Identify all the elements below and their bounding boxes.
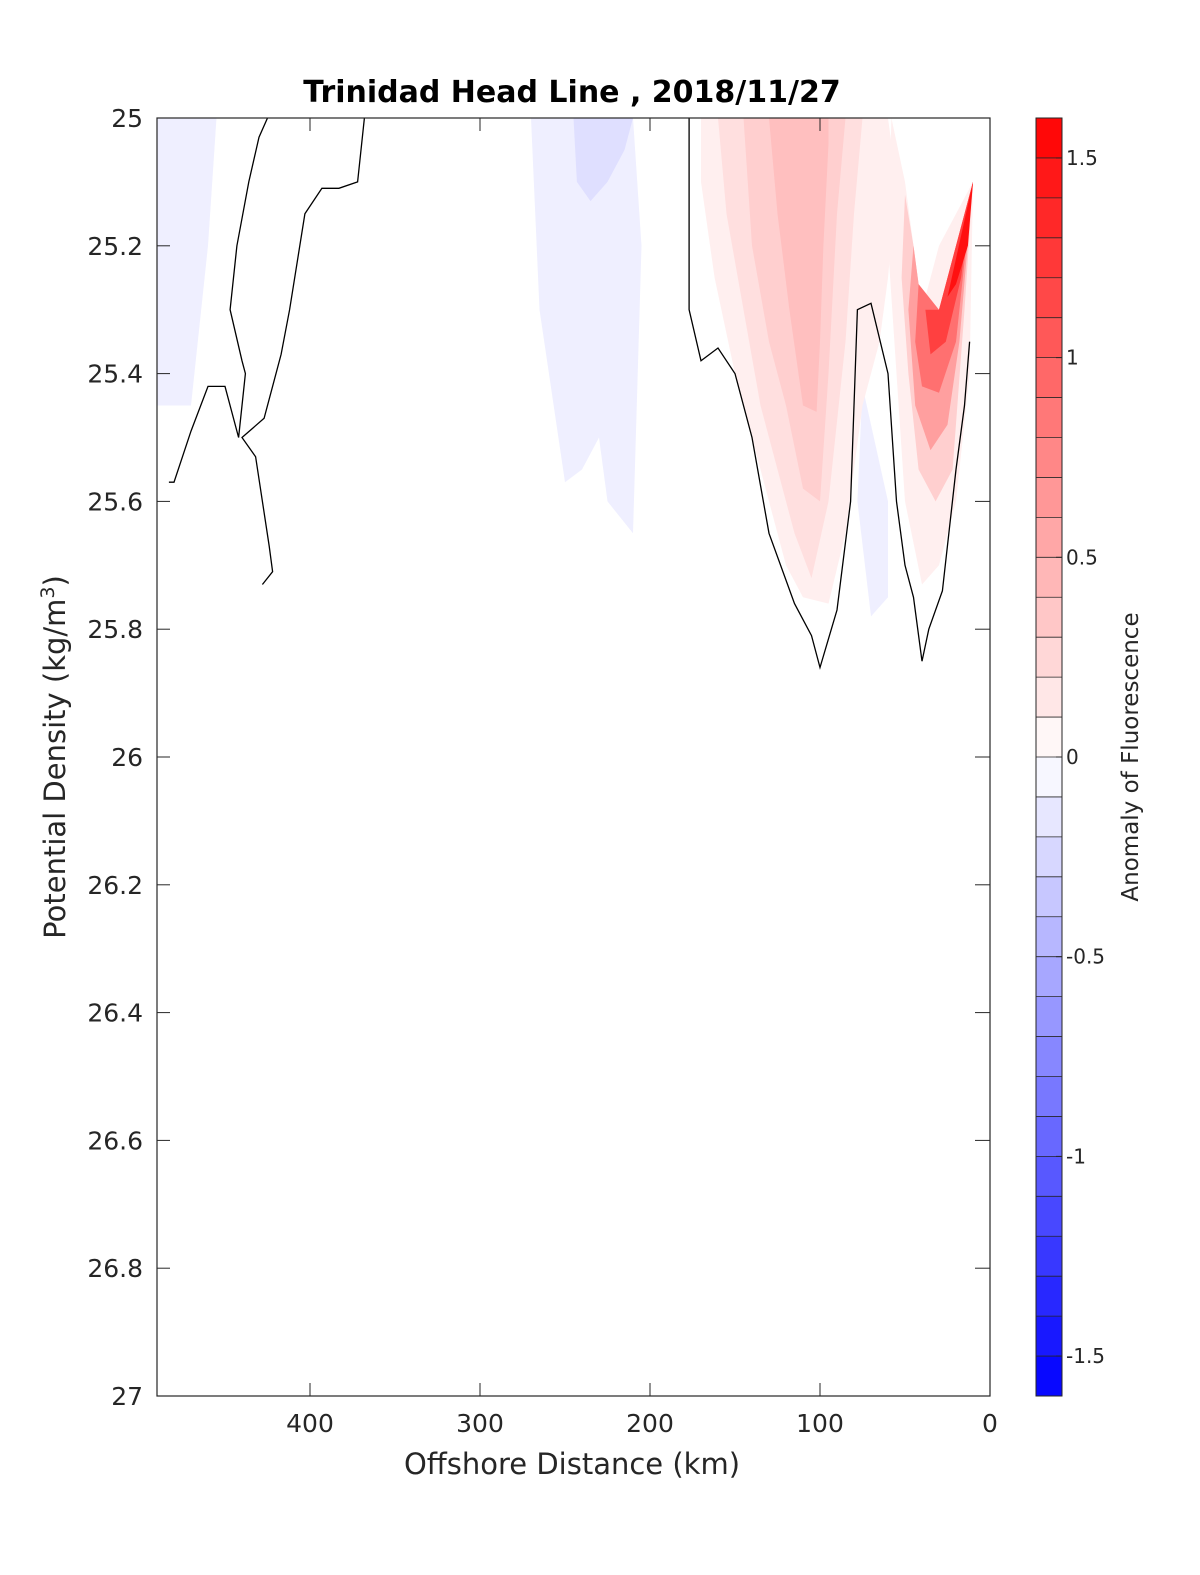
colorbar-band — [1036, 597, 1062, 638]
y-tick-label: 26.2 — [87, 871, 143, 900]
colorbar-tick-label: -0.5 — [1066, 945, 1105, 969]
colorbar-band — [1036, 157, 1062, 199]
x-tick-label: 100 — [796, 1409, 844, 1438]
zero-contour-line — [168, 118, 269, 483]
colorbar-tick-label: 0.5 — [1066, 545, 1098, 569]
x-tick-label: 300 — [456, 1409, 504, 1438]
y-axis-label-superscript: 3 — [37, 586, 59, 598]
y-tick-label: 26.4 — [87, 999, 143, 1028]
anomaly-region — [531, 118, 642, 534]
colorbar-band — [1036, 437, 1062, 478]
colorbar-band — [1036, 357, 1062, 399]
x-axis-label: Offshore Distance (km) — [404, 1447, 740, 1481]
y-tick-label: 25.4 — [87, 360, 143, 389]
y-tick-label: 25.2 — [87, 232, 143, 261]
zero-contour-layer — [168, 118, 971, 670]
colorbar-label: Anomaly of Fluorescence — [1118, 612, 1144, 901]
plot-area: 400 300 200 100 0 25 25.2 25.4 25.6 25.8 26 26.2 26… — [87, 104, 998, 1438]
y-tick-label: 25.8 — [87, 615, 143, 644]
colorbar-band — [1036, 757, 1062, 798]
x-tick-label: 200 — [626, 1409, 674, 1438]
colorbar-band — [1036, 237, 1062, 279]
colorbar-band — [1036, 517, 1062, 558]
colorbar-band — [1036, 956, 1062, 998]
y-tick-label: 26 — [111, 743, 143, 772]
colorbar-bands — [1036, 118, 1062, 1397]
colorbar-band — [1036, 677, 1062, 718]
colorbar-band — [1036, 796, 1062, 838]
colorbar-band — [1036, 1076, 1062, 1117]
anomaly-region — [925, 181, 973, 355]
colorbar-band — [1036, 197, 1062, 239]
colorbar-band — [1036, 1276, 1062, 1317]
colorbar-band — [1036, 1316, 1062, 1357]
y-axis-ticks: 25 25.2 25.4 25.6 25.8 26 26.2 26.4 26.6 26.8 27 — [87, 104, 990, 1411]
colorbar-band — [1036, 1116, 1062, 1157]
zero-contour-line — [688, 118, 971, 670]
anomaly-fill-layer — [157, 118, 973, 617]
colorbar-band — [1036, 836, 1062, 878]
colorbar-band — [1036, 277, 1062, 319]
y-axis-label-main: Potential Density (kg/m — [38, 599, 72, 939]
anomaly-region — [573, 118, 633, 202]
colorbar-band — [1036, 1156, 1062, 1197]
colorbar-band — [1036, 1036, 1062, 1077]
anomaly-region — [947, 181, 973, 297]
y-tick-label: 26.6 — [87, 1126, 143, 1155]
colorbar: -1.5 -1 -0.5 0 0.5 1 1.5 Anomaly of Fluorescen… — [1035, 117, 1144, 1397]
colorbar-band — [1036, 557, 1062, 598]
colorbar-band — [1036, 1196, 1062, 1237]
colorbar-band — [1036, 477, 1062, 518]
colorbar-band — [1036, 1356, 1062, 1397]
x-tick-label: 400 — [286, 1409, 334, 1438]
colorbar-band — [1036, 1236, 1062, 1277]
colorbar-tick-label: -1.5 — [1066, 1344, 1105, 1368]
colorbar-tick-label: 0 — [1066, 745, 1079, 769]
x-axis-ticks: 400 300 200 100 0 — [286, 118, 998, 1438]
anomaly-region — [857, 386, 888, 617]
y-tick-label: 25 — [111, 104, 143, 133]
colorbar-tick-label: 1.5 — [1066, 146, 1098, 170]
y-tick-label: 26.8 — [87, 1254, 143, 1283]
colorbar-band — [1036, 397, 1062, 438]
colorbar-band — [1036, 876, 1062, 918]
colorbar-band — [1036, 916, 1062, 958]
anomaly-region — [769, 118, 829, 412]
colorbar-band — [1036, 996, 1062, 1038]
colorbar-band — [1036, 118, 1062, 159]
anomaly-region — [157, 118, 217, 406]
colorbar-band — [1036, 717, 1062, 758]
colorbar-band — [1036, 317, 1062, 359]
chart-title: Trinidad Head Line , 2018/11/27 — [303, 75, 840, 110]
y-tick-label: 25.6 — [87, 487, 143, 516]
zero-contour-line — [241, 118, 366, 585]
y-tick-label: 27 — [111, 1382, 143, 1411]
y-axis-label-close: ) — [38, 575, 72, 586]
y-axis-label: Potential Density (kg/m3) — [37, 575, 72, 939]
colorbar-band — [1036, 637, 1062, 678]
colorbar-ticks: -1.5 -1 -0.5 0 0.5 1 1.5 — [1056, 146, 1105, 1368]
colorbar-tick-label: 1 — [1066, 346, 1079, 370]
x-tick-label: 0 — [982, 1409, 998, 1438]
colorbar-tick-label: -1 — [1066, 1144, 1086, 1168]
